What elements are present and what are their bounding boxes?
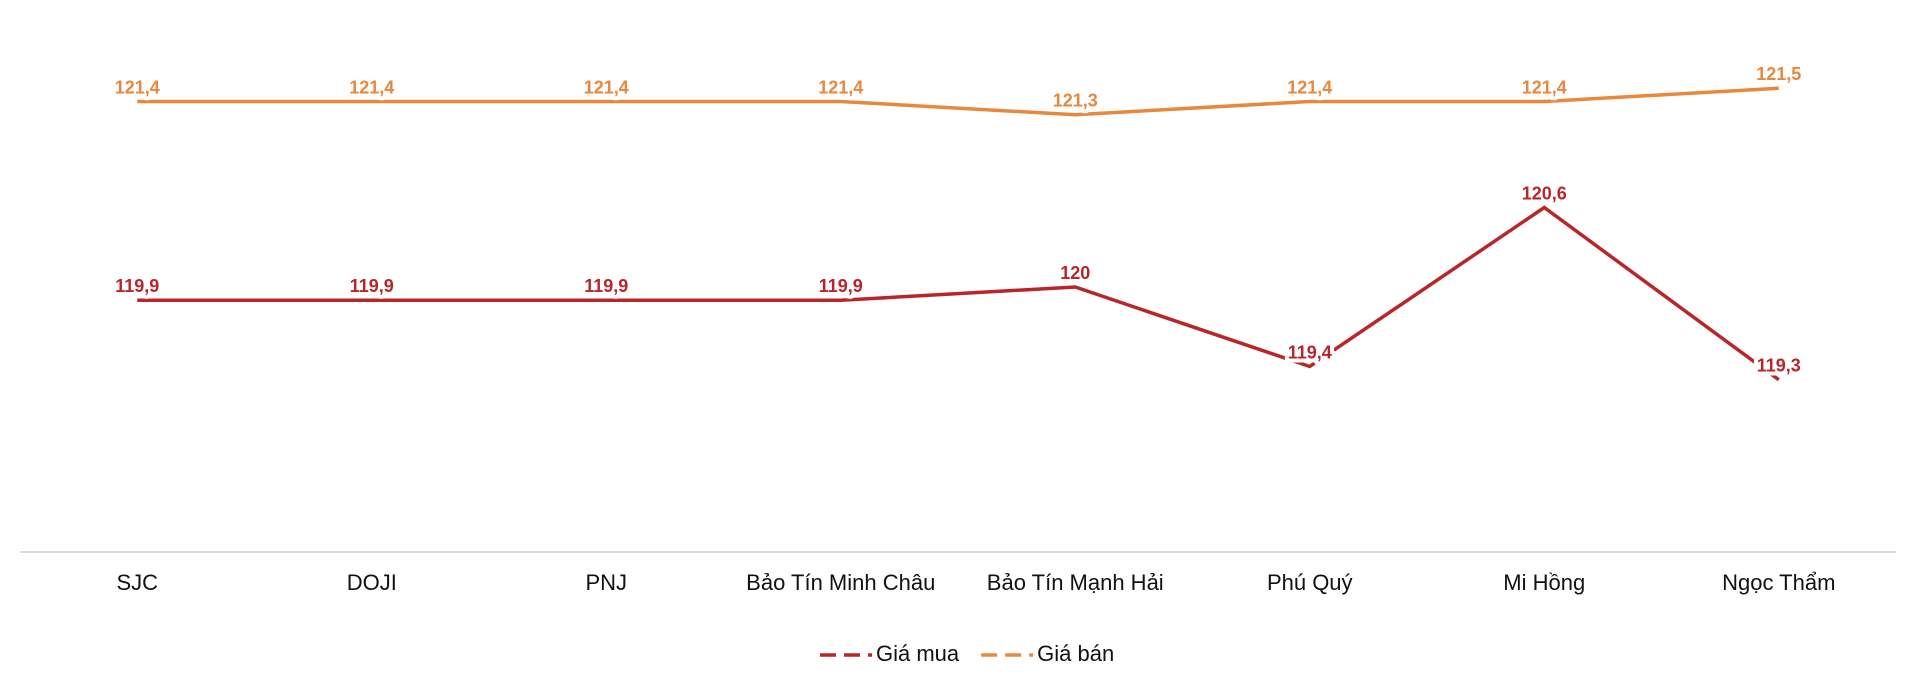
data-label: 119,9: [350, 276, 394, 296]
data-label: 119,9: [115, 276, 159, 296]
data-label: 119,9: [584, 276, 628, 296]
x-tick-label: Bảo Tín Minh Châu: [746, 570, 935, 595]
x-tick-label: PNJ: [585, 570, 627, 595]
x-tick-label: SJC: [116, 570, 158, 595]
data-label: 121,4: [349, 77, 394, 97]
data-label: 120: [1060, 263, 1090, 283]
legend: Giá mua Giá bán: [820, 641, 1114, 666]
data-label: 121,4: [584, 77, 629, 97]
x-tick-label: DOJI: [347, 570, 397, 595]
x-tick-label: Phú Quý: [1267, 570, 1353, 595]
data-label: 119,4: [1288, 342, 1332, 362]
series-line: [137, 86, 1779, 117]
data-label: 121,4: [115, 77, 160, 97]
x-tick-label: Mi Hồng: [1503, 570, 1585, 595]
data-label: 119,3: [1757, 356, 1801, 376]
legend-label: Giá bán: [1037, 641, 1114, 666]
data-label: 119,9: [819, 276, 863, 296]
x-tick-label: Ngọc Thẩm: [1722, 570, 1835, 595]
data-label: 121,3: [1053, 91, 1098, 111]
data-label: 121,4: [1287, 77, 1332, 97]
x-tick-label: Bảo Tín Mạnh Hải: [987, 570, 1164, 595]
series-line: [137, 205, 1780, 382]
data-label: 121,4: [818, 77, 863, 97]
data-label: 121,4: [1522, 77, 1567, 97]
data-label: 120,6: [1522, 183, 1567, 203]
data-label: 121,5: [1756, 64, 1801, 84]
legend-label: Giá mua: [876, 641, 960, 666]
